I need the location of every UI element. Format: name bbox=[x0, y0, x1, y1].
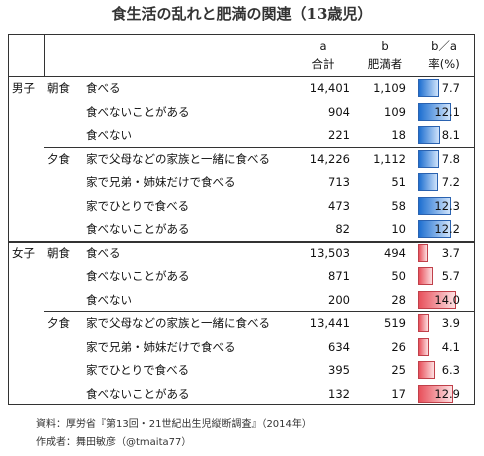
obese: 109 bbox=[384, 104, 406, 119]
header: 率(%) bbox=[428, 57, 460, 71]
rate: 4.1 bbox=[441, 339, 460, 354]
row-label: 食べないことがある bbox=[86, 222, 190, 236]
total: 13,441 bbox=[309, 316, 350, 330]
divider bbox=[8, 76, 475, 77]
title: 食生活の乱れと肥満の関連（13歳児） bbox=[111, 5, 373, 23]
row-label: 食べる bbox=[86, 245, 121, 260]
obese: 25 bbox=[391, 363, 406, 377]
total: 14,401 bbox=[309, 81, 350, 95]
divider bbox=[44, 146, 475, 148]
total: 473 bbox=[328, 198, 350, 213]
rate: 12.3 bbox=[434, 198, 460, 213]
rate-bar bbox=[418, 102, 451, 121]
divider bbox=[44, 34, 45, 76]
sex-label: 女子 bbox=[12, 245, 35, 260]
obese: 58 bbox=[391, 198, 406, 213]
rate-bar bbox=[418, 361, 436, 379]
row-label: 家で兄弟・姉妹だけで食べる bbox=[86, 339, 236, 354]
row-label: 食べないことがある bbox=[86, 269, 190, 283]
obese: 494 bbox=[384, 245, 406, 260]
row-label: 家でひとりで食べる bbox=[86, 363, 190, 377]
row-label: 食べない bbox=[86, 128, 132, 142]
meal-label: 夕食 bbox=[47, 316, 70, 330]
obese: 17 bbox=[391, 386, 406, 401]
header: 肥満者 bbox=[367, 57, 403, 71]
rate: 12.1 bbox=[434, 104, 460, 119]
obese: 1,109 bbox=[373, 81, 406, 95]
rate: 5.7 bbox=[441, 269, 460, 283]
row-label: 家でひとりで食べる bbox=[86, 198, 190, 213]
row-label: 家で父母などの家族と一緒に食べる bbox=[86, 151, 270, 166]
rate: 8.1 bbox=[441, 128, 460, 142]
meal-label: 夕食 bbox=[47, 151, 70, 166]
rate: 3.9 bbox=[441, 316, 460, 330]
obese: 18 bbox=[391, 128, 406, 142]
divider bbox=[44, 311, 475, 312]
total: 634 bbox=[328, 339, 350, 354]
rate: 3.7 bbox=[441, 245, 460, 260]
header: 合計 bbox=[311, 57, 335, 71]
rate-bar bbox=[418, 384, 453, 403]
total: 14,226 bbox=[309, 151, 350, 166]
rate-bar bbox=[418, 196, 452, 215]
obese: 51 bbox=[391, 175, 406, 189]
header: a bbox=[319, 39, 327, 53]
row-label: 家で父母などの家族と一緒に食べる bbox=[86, 316, 270, 330]
header: b／a bbox=[431, 39, 457, 53]
total: 200 bbox=[328, 292, 350, 307]
rate-bar bbox=[418, 173, 438, 191]
total: 395 bbox=[328, 363, 350, 377]
row-label: 食べないことがある bbox=[86, 386, 190, 401]
meal-label: 朝食 bbox=[47, 81, 70, 95]
divider bbox=[8, 240, 475, 243]
sex-label: 男子 bbox=[12, 81, 35, 95]
rate: 12.9 bbox=[434, 386, 460, 401]
rate-bar bbox=[418, 337, 430, 356]
total: 871 bbox=[328, 269, 350, 283]
total: 713 bbox=[328, 175, 350, 189]
rate: 7.8 bbox=[441, 151, 460, 166]
rate-bar bbox=[418, 126, 440, 144]
rate: 12.2 bbox=[434, 222, 460, 236]
source: 資料：厚労省『第13回・21世紀出生児縦断調査』（2014年） bbox=[36, 419, 312, 430]
obese: 1,112 bbox=[373, 151, 406, 166]
total: 904 bbox=[328, 104, 350, 119]
total: 221 bbox=[328, 128, 350, 142]
total: 13,503 bbox=[309, 245, 350, 260]
row-label: 食べない bbox=[86, 292, 132, 307]
obese: 26 bbox=[391, 339, 406, 354]
obese: 28 bbox=[391, 292, 406, 307]
total: 82 bbox=[335, 222, 350, 236]
rate-bar bbox=[418, 79, 439, 97]
rate: 7.2 bbox=[441, 175, 460, 189]
header: b bbox=[381, 39, 389, 53]
rate-bar bbox=[418, 267, 434, 285]
rate: 6.3 bbox=[441, 363, 460, 377]
obese: 519 bbox=[384, 316, 406, 330]
rate: 14.0 bbox=[434, 292, 460, 307]
row-label: 食べる bbox=[86, 81, 121, 95]
obese: 10 bbox=[391, 222, 406, 236]
rate-bar bbox=[418, 290, 456, 309]
rate-bar bbox=[418, 314, 429, 332]
table-border bbox=[8, 34, 475, 405]
row-label: 家で兄弟・姉妹だけで食べる bbox=[86, 175, 236, 189]
rate-bar bbox=[418, 220, 452, 238]
row-label: 食べないことがある bbox=[86, 104, 190, 119]
total: 132 bbox=[328, 386, 350, 401]
rate: 7.7 bbox=[441, 81, 460, 95]
rate-bar bbox=[418, 149, 440, 168]
meal-label: 朝食 bbox=[47, 245, 70, 260]
obese: 50 bbox=[391, 269, 406, 283]
rate-bar bbox=[418, 243, 429, 262]
author: 作成者：舞田敏彦（@tmaita77） bbox=[36, 437, 192, 448]
